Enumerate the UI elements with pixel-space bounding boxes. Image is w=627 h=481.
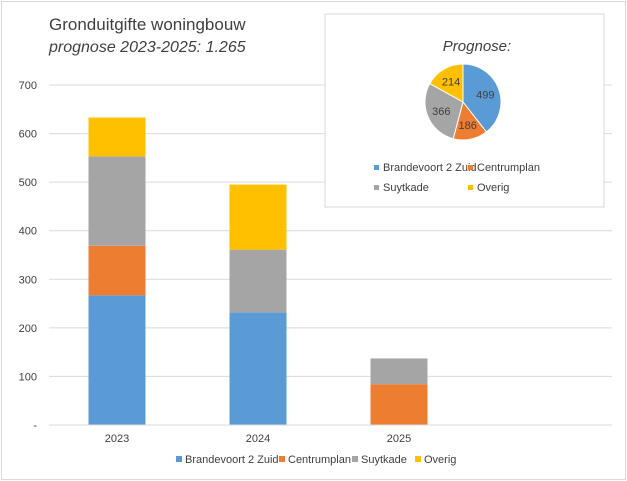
inset-title: Prognose:: [443, 38, 511, 55]
pie-legend-label: Suytkade: [383, 182, 429, 194]
y-tick-label: 400: [19, 226, 37, 238]
y-tick-label: 600: [19, 129, 37, 141]
bar-segment-overig-2024: [229, 184, 287, 250]
bar-segment-centrumplan-2025: [370, 384, 428, 425]
bar-segment-brandevoort-2-zuid-2024: [229, 312, 287, 425]
y-axis-ticks: - 100 200 300 400 500 600 700: [19, 80, 38, 432]
legend-label: Overig: [424, 454, 456, 466]
pie-slice-overig: [429, 63, 464, 103]
y-tick-label: 700: [19, 80, 37, 92]
bar-segment-suytkade-2025: [370, 358, 428, 385]
legend-label: Brandevoort 2 Zuid: [185, 454, 279, 466]
pie-legend: Brandevoort 2 Zuid Centrumplan Suytkade Ove…: [374, 162, 540, 194]
y-tick-label: 100: [19, 371, 37, 383]
legend-swatch: [176, 456, 182, 462]
pie-data-label: 499: [476, 89, 494, 101]
pie-legend-swatch: [468, 185, 473, 190]
y-tick-label: 300: [19, 274, 37, 286]
pie-data-label: 186: [459, 120, 477, 132]
chart-title: Gronduitgifte woningbouw: [49, 15, 246, 34]
bars: [88, 117, 428, 425]
legend-swatch: [415, 456, 421, 462]
chart-subtitle: prognose 2023-2025: 1.265: [48, 39, 246, 56]
bar-segment-brandevoort-2-zuid-2023: [88, 295, 146, 425]
pie-data-label: 214: [442, 77, 460, 89]
pie-legend-label: Brandevoort 2 Zuid: [383, 162, 477, 174]
prognose-inset: Prognose: 499 186 366 214 Brandevoort 2 Zui…: [324, 13, 605, 208]
x-tick-label: 2025: [387, 433, 411, 445]
x-axis-ticks: 2023 2024 2025: [105, 433, 411, 445]
y-tick-label: 200: [19, 323, 37, 335]
x-tick-label: 2023: [105, 433, 129, 445]
x-tick-label: 2024: [246, 433, 270, 445]
pie-legend-swatch: [374, 185, 379, 190]
pie: 499 186 366 214: [424, 63, 502, 141]
legend-label: Suytkade: [361, 454, 407, 466]
legend-label: Centrumplan: [288, 454, 351, 466]
legend: Brandevoort 2 Zuid Centrumplan Suytkade Ove…: [176, 454, 456, 466]
pie-slice-suytkade: [424, 82, 464, 140]
pie-legend-swatch: [374, 165, 379, 170]
legend-swatch: [279, 456, 285, 462]
pie-legend-label: Overig: [477, 182, 509, 194]
pie-data-label: 366: [432, 106, 450, 118]
legend-swatch: [352, 456, 358, 462]
y-tick-label: -: [33, 420, 37, 432]
pie-legend-label: Centrumplan: [477, 162, 540, 174]
y-tick-label: 500: [19, 177, 37, 189]
bar-segment-suytkade-2024: [229, 249, 287, 313]
bar-segment-overig-2023: [88, 117, 146, 157]
bar-segment-centrumplan-2023: [88, 245, 146, 296]
pie-slice-brandevoort-2-zuid: [462, 63, 502, 133]
pie-legend-swatch: [468, 165, 473, 170]
bar-segment-suytkade-2023: [88, 156, 146, 246]
